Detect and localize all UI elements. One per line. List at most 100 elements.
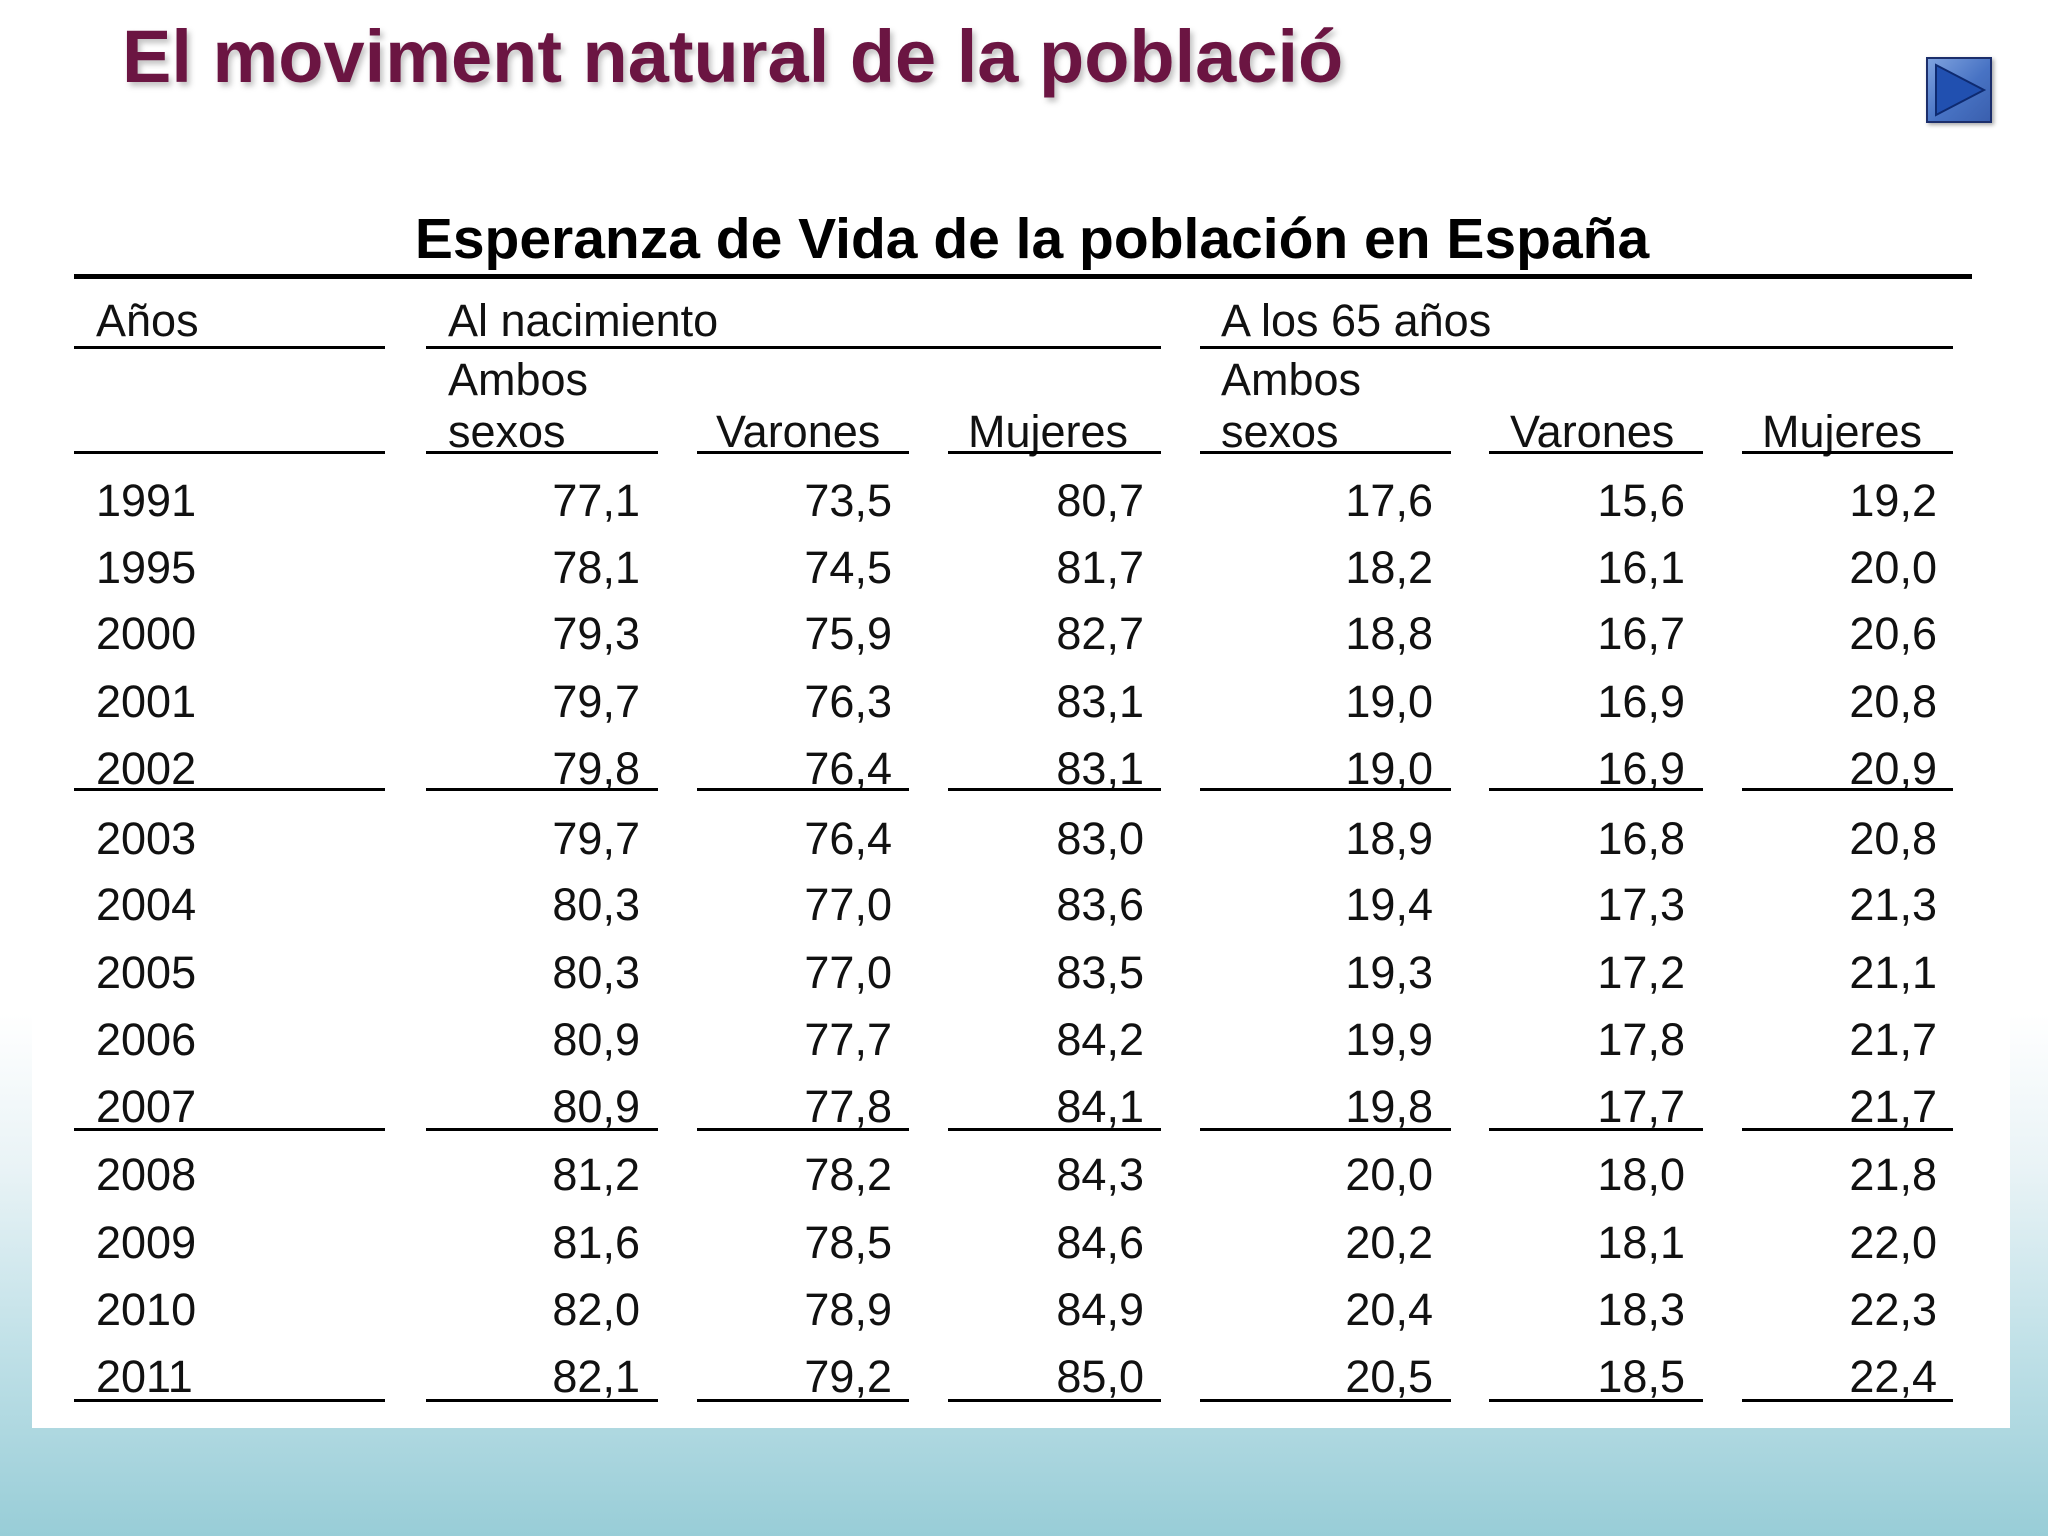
cell-2008-0: 81,2 bbox=[552, 1149, 640, 1200]
subheader-birth-ambos-line2: sexos bbox=[448, 406, 566, 457]
cell-2006-2: 84,2 bbox=[1056, 1014, 1144, 1065]
cell-2003-1: 76,4 bbox=[804, 813, 892, 864]
subheader-birth-mujeres: Mujeres bbox=[968, 406, 1129, 457]
cell-2003-3: 18,9 bbox=[1345, 813, 1433, 864]
cell-2006-1: 77,7 bbox=[804, 1014, 892, 1065]
row-group-rule-4-4 bbox=[1200, 788, 1451, 791]
cell-2003-0: 79,7 bbox=[552, 813, 640, 864]
row-year-2010: 2010 bbox=[96, 1284, 197, 1335]
cell-1991-5: 19,2 bbox=[1849, 475, 1937, 526]
cell-2006-4: 17,8 bbox=[1597, 1014, 1685, 1065]
cell-2001-4: 16,9 bbox=[1597, 676, 1685, 727]
row-group-rule-9-3 bbox=[948, 1128, 1161, 1131]
cell-1995-5: 20,0 bbox=[1849, 542, 1937, 593]
cell-2011-5: 22,4 bbox=[1849, 1351, 1937, 1402]
cell-2009-3: 20,2 bbox=[1345, 1217, 1433, 1268]
cell-2007-4: 17,7 bbox=[1597, 1081, 1685, 1132]
cell-2008-2: 84,3 bbox=[1056, 1149, 1144, 1200]
cell-2007-0: 80,9 bbox=[552, 1081, 640, 1132]
row-year-2011: 2011 bbox=[96, 1351, 193, 1402]
row-group-rule-9-6 bbox=[1742, 1128, 1953, 1131]
cell-2009-2: 84,6 bbox=[1056, 1217, 1144, 1268]
table-top-rule bbox=[74, 274, 1972, 279]
header-at-65: A los 65 años bbox=[1221, 295, 1492, 346]
cell-1995-0: 78,1 bbox=[552, 542, 640, 593]
header-rule-at-birth bbox=[426, 346, 1161, 349]
row-group-rule-13-3 bbox=[948, 1399, 1161, 1402]
cell-1995-4: 16,1 bbox=[1597, 542, 1685, 593]
cell-2011-0: 82,1 bbox=[552, 1351, 640, 1402]
subheader-65-varones: Varones bbox=[1510, 406, 1675, 457]
cell-2004-5: 21,3 bbox=[1849, 879, 1937, 930]
subheader-rule-4 bbox=[1200, 451, 1451, 454]
cell-2005-0: 80,3 bbox=[552, 947, 640, 998]
row-group-rule-9-2 bbox=[697, 1128, 909, 1131]
play-triangle-icon bbox=[1935, 63, 1987, 117]
cell-2002-3: 19,0 bbox=[1345, 743, 1433, 794]
row-year-2004: 2004 bbox=[96, 879, 197, 930]
subheader-rule-5 bbox=[1489, 451, 1703, 454]
row-group-rule-4-2 bbox=[697, 788, 909, 791]
row-group-rule-4-3 bbox=[948, 788, 1161, 791]
cell-2011-4: 18,5 bbox=[1597, 1351, 1685, 1402]
row-group-rule-9-4 bbox=[1200, 1128, 1451, 1131]
cell-2007-1: 77,8 bbox=[804, 1081, 892, 1132]
cell-2010-0: 82,0 bbox=[552, 1284, 640, 1335]
cell-2010-4: 18,3 bbox=[1597, 1284, 1685, 1335]
cell-2000-0: 79,3 bbox=[552, 608, 640, 659]
header-at-birth: Al nacimiento bbox=[448, 295, 719, 346]
cell-2010-2: 84,9 bbox=[1056, 1284, 1144, 1335]
cell-2006-3: 19,9 bbox=[1345, 1014, 1433, 1065]
cell-2004-2: 83,6 bbox=[1056, 879, 1144, 930]
cell-2008-3: 20,0 bbox=[1345, 1149, 1433, 1200]
cell-2001-1: 76,3 bbox=[804, 676, 892, 727]
cell-1995-1: 74,5 bbox=[804, 542, 892, 593]
cell-2002-2: 83,1 bbox=[1056, 743, 1144, 794]
subheader-rule-0 bbox=[74, 451, 385, 454]
cell-2004-0: 80,3 bbox=[552, 879, 640, 930]
cell-1991-3: 17,6 bbox=[1345, 475, 1433, 526]
cell-2004-4: 17,3 bbox=[1597, 879, 1685, 930]
cell-2005-2: 83,5 bbox=[1056, 947, 1144, 998]
cell-2007-5: 21,7 bbox=[1849, 1081, 1937, 1132]
cell-2011-1: 79,2 bbox=[804, 1351, 892, 1402]
row-group-rule-9-1 bbox=[426, 1128, 658, 1131]
row-group-rule-4-1 bbox=[426, 788, 658, 791]
subheader-rule-2 bbox=[697, 451, 909, 454]
row-group-rule-13-1 bbox=[426, 1399, 658, 1402]
cell-1995-3: 18,2 bbox=[1345, 542, 1433, 593]
row-group-rule-4-0 bbox=[74, 788, 385, 791]
row-year-2007: 2007 bbox=[96, 1081, 197, 1132]
subheader-birth-ambos-line1: Ambos bbox=[448, 354, 589, 405]
subheader-rule-1 bbox=[426, 451, 658, 454]
subheader-65-ambos-line1: Ambos bbox=[1221, 354, 1362, 405]
row-year-2008: 2008 bbox=[96, 1149, 197, 1200]
cell-1995-2: 81,7 bbox=[1056, 542, 1144, 593]
cell-2000-1: 75,9 bbox=[804, 608, 892, 659]
row-year-2009: 2009 bbox=[96, 1217, 197, 1268]
cell-2005-5: 21,1 bbox=[1849, 947, 1937, 998]
cell-1991-0: 77,1 bbox=[552, 475, 640, 526]
cell-2006-5: 21,7 bbox=[1849, 1014, 1937, 1065]
cell-1991-1: 73,5 bbox=[804, 475, 892, 526]
cell-2001-5: 20,8 bbox=[1849, 676, 1937, 727]
header-rule-at-65 bbox=[1200, 346, 1953, 349]
cell-2005-4: 17,2 bbox=[1597, 947, 1685, 998]
cell-2003-5: 20,8 bbox=[1849, 813, 1937, 864]
next-slide-button[interactable] bbox=[1926, 57, 1992, 123]
row-group-rule-9-5 bbox=[1489, 1128, 1703, 1131]
cell-2010-1: 78,9 bbox=[804, 1284, 892, 1335]
subheader-birth-varones: Varones bbox=[716, 406, 881, 457]
cell-2001-0: 79,7 bbox=[552, 676, 640, 727]
cell-2004-1: 77,0 bbox=[804, 879, 892, 930]
row-group-rule-4-5 bbox=[1489, 788, 1703, 791]
row-group-rule-13-5 bbox=[1489, 1399, 1703, 1402]
cell-2006-0: 80,9 bbox=[552, 1014, 640, 1065]
row-group-rule-13-2 bbox=[697, 1399, 909, 1402]
subheader-rule-6 bbox=[1742, 451, 1953, 454]
subheader-rule-3 bbox=[948, 451, 1161, 454]
cell-1991-2: 80,7 bbox=[1056, 475, 1144, 526]
life-expectancy-table: Esperanza de Vida de la población en Esp… bbox=[32, 186, 2010, 1428]
slide-title: El moviment natural de la població bbox=[122, 15, 1344, 98]
cell-2008-4: 18,0 bbox=[1597, 1149, 1685, 1200]
